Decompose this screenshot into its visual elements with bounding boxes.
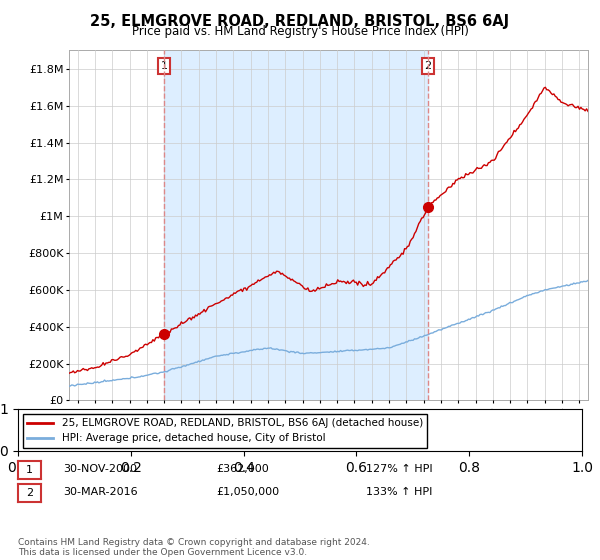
Text: 2: 2 (26, 488, 33, 498)
Text: £362,000: £362,000 (216, 464, 269, 474)
Text: 2: 2 (424, 61, 431, 71)
Text: 30-MAR-2016: 30-MAR-2016 (63, 487, 137, 497)
Text: 133% ↑ HPI: 133% ↑ HPI (366, 487, 433, 497)
Text: £1,050,000: £1,050,000 (216, 487, 279, 497)
Text: 127% ↑ HPI: 127% ↑ HPI (366, 464, 433, 474)
Text: Price paid vs. HM Land Registry's House Price Index (HPI): Price paid vs. HM Land Registry's House … (131, 25, 469, 38)
Bar (164, 50, 428, 400)
Text: Contains HM Land Registry data © Crown copyright and database right 2024.
This d: Contains HM Land Registry data © Crown c… (18, 538, 370, 557)
Text: 1: 1 (26, 465, 33, 475)
Text: 25, ELMGROVE ROAD, REDLAND, BRISTOL, BS6 6AJ: 25, ELMGROVE ROAD, REDLAND, BRISTOL, BS6… (91, 14, 509, 29)
Text: 1: 1 (161, 61, 167, 71)
Text: 30-NOV-2000: 30-NOV-2000 (63, 464, 137, 474)
Legend: 25, ELMGROVE ROAD, REDLAND, BRISTOL, BS6 6AJ (detached house), HPI: Average pric: 25, ELMGROVE ROAD, REDLAND, BRISTOL, BS6… (23, 414, 427, 447)
